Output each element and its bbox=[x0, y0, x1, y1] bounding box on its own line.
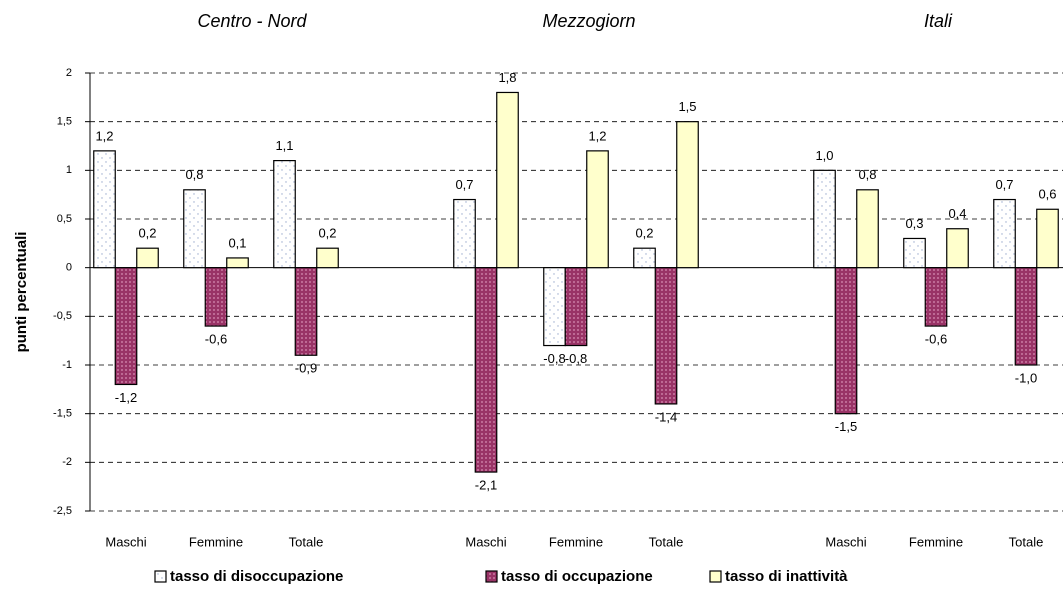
bar bbox=[93, 150, 116, 269]
bar bbox=[114, 267, 138, 386]
legend-swatch bbox=[154, 570, 167, 583]
bar bbox=[316, 247, 339, 269]
bar bbox=[633, 247, 656, 269]
y-tick-label: 1 bbox=[66, 164, 72, 176]
legend-label: tasso di inattività bbox=[725, 568, 848, 585]
legend-swatch bbox=[709, 570, 722, 583]
data-label: 0,2 bbox=[635, 226, 653, 241]
bar bbox=[834, 267, 858, 415]
data-label: 0,8 bbox=[858, 167, 876, 182]
y-axis-label: punti percentuali bbox=[13, 232, 30, 353]
bar bbox=[273, 160, 296, 269]
region-title: Centro - Nord bbox=[197, 11, 307, 31]
x-tick-label: Maschi bbox=[465, 534, 506, 549]
data-label: 0,3 bbox=[905, 216, 923, 231]
bar bbox=[564, 267, 588, 347]
data-label: 0,4 bbox=[948, 206, 966, 221]
bar bbox=[903, 237, 926, 269]
data-label: -2,1 bbox=[475, 478, 497, 493]
region-title: Mezzogiorn bbox=[542, 11, 635, 31]
y-tick-label: -2 bbox=[62, 456, 72, 468]
bar bbox=[474, 267, 498, 473]
x-tick-label: Totale bbox=[289, 534, 324, 549]
data-label: -0,8 bbox=[543, 351, 565, 366]
x-tick-label: Femmine bbox=[549, 534, 603, 549]
legend-label: tasso di occupazione bbox=[501, 568, 653, 585]
data-label: 1,0 bbox=[815, 148, 833, 163]
y-tick-label: -1,5 bbox=[53, 408, 72, 420]
bar bbox=[1014, 267, 1038, 366]
data-label: -0,9 bbox=[295, 361, 317, 376]
bar bbox=[654, 267, 678, 405]
data-label: 0,1 bbox=[228, 235, 246, 250]
x-tick-label: Totale bbox=[1009, 534, 1044, 549]
bar bbox=[183, 189, 206, 269]
data-label: 0,8 bbox=[185, 167, 203, 182]
bar bbox=[136, 247, 159, 269]
bar bbox=[226, 257, 249, 269]
bar bbox=[586, 150, 609, 269]
bar bbox=[496, 91, 519, 269]
region-title: Itali bbox=[924, 11, 953, 31]
data-label: -0,6 bbox=[925, 332, 947, 347]
y-tick-label: -1 bbox=[62, 359, 72, 371]
data-label: -0,6 bbox=[205, 332, 227, 347]
y-tick-label: 0 bbox=[66, 262, 72, 274]
x-tick-label: Maschi bbox=[105, 534, 146, 549]
data-label: 0,7 bbox=[995, 177, 1013, 192]
data-label: -1,0 bbox=[1015, 370, 1037, 385]
data-label: -1,5 bbox=[835, 419, 857, 434]
bar bbox=[856, 189, 879, 269]
x-tick-label: Totale bbox=[649, 534, 684, 549]
y-tick-label: -2,5 bbox=[53, 505, 72, 517]
bar bbox=[813, 169, 836, 269]
bar bbox=[453, 198, 476, 269]
data-label: 1,5 bbox=[678, 99, 696, 114]
x-tick-label: Femmine bbox=[909, 534, 963, 549]
data-label: -1,2 bbox=[115, 390, 137, 405]
y-tick-label: 0,5 bbox=[57, 213, 72, 225]
y-tick-label: -0,5 bbox=[53, 310, 72, 322]
bar bbox=[294, 267, 318, 356]
y-tick-label: 1,5 bbox=[57, 116, 72, 128]
x-tick-label: Femmine bbox=[189, 534, 243, 549]
data-label: -0,8 bbox=[565, 351, 587, 366]
legend-swatch bbox=[485, 570, 498, 583]
data-label: -1,4 bbox=[655, 409, 677, 424]
y-tick-label: 2 bbox=[66, 67, 72, 79]
bar bbox=[543, 267, 566, 347]
bar bbox=[946, 228, 969, 269]
bar bbox=[1036, 208, 1059, 269]
bar bbox=[204, 267, 228, 327]
x-tick-label: Maschi bbox=[825, 534, 866, 549]
data-label: 1,2 bbox=[588, 128, 606, 143]
bar bbox=[924, 267, 948, 327]
data-label: 0,6 bbox=[1038, 187, 1056, 202]
bar bbox=[676, 121, 699, 269]
data-label: 1,8 bbox=[498, 70, 516, 85]
legend-label: tasso di disoccupazione bbox=[170, 568, 343, 585]
data-label: 0,2 bbox=[138, 226, 156, 241]
data-label: 0,7 bbox=[455, 177, 473, 192]
data-label: 1,2 bbox=[95, 128, 113, 143]
data-label: 1,1 bbox=[275, 138, 293, 153]
bar bbox=[993, 198, 1016, 269]
data-label: 0,2 bbox=[318, 226, 336, 241]
